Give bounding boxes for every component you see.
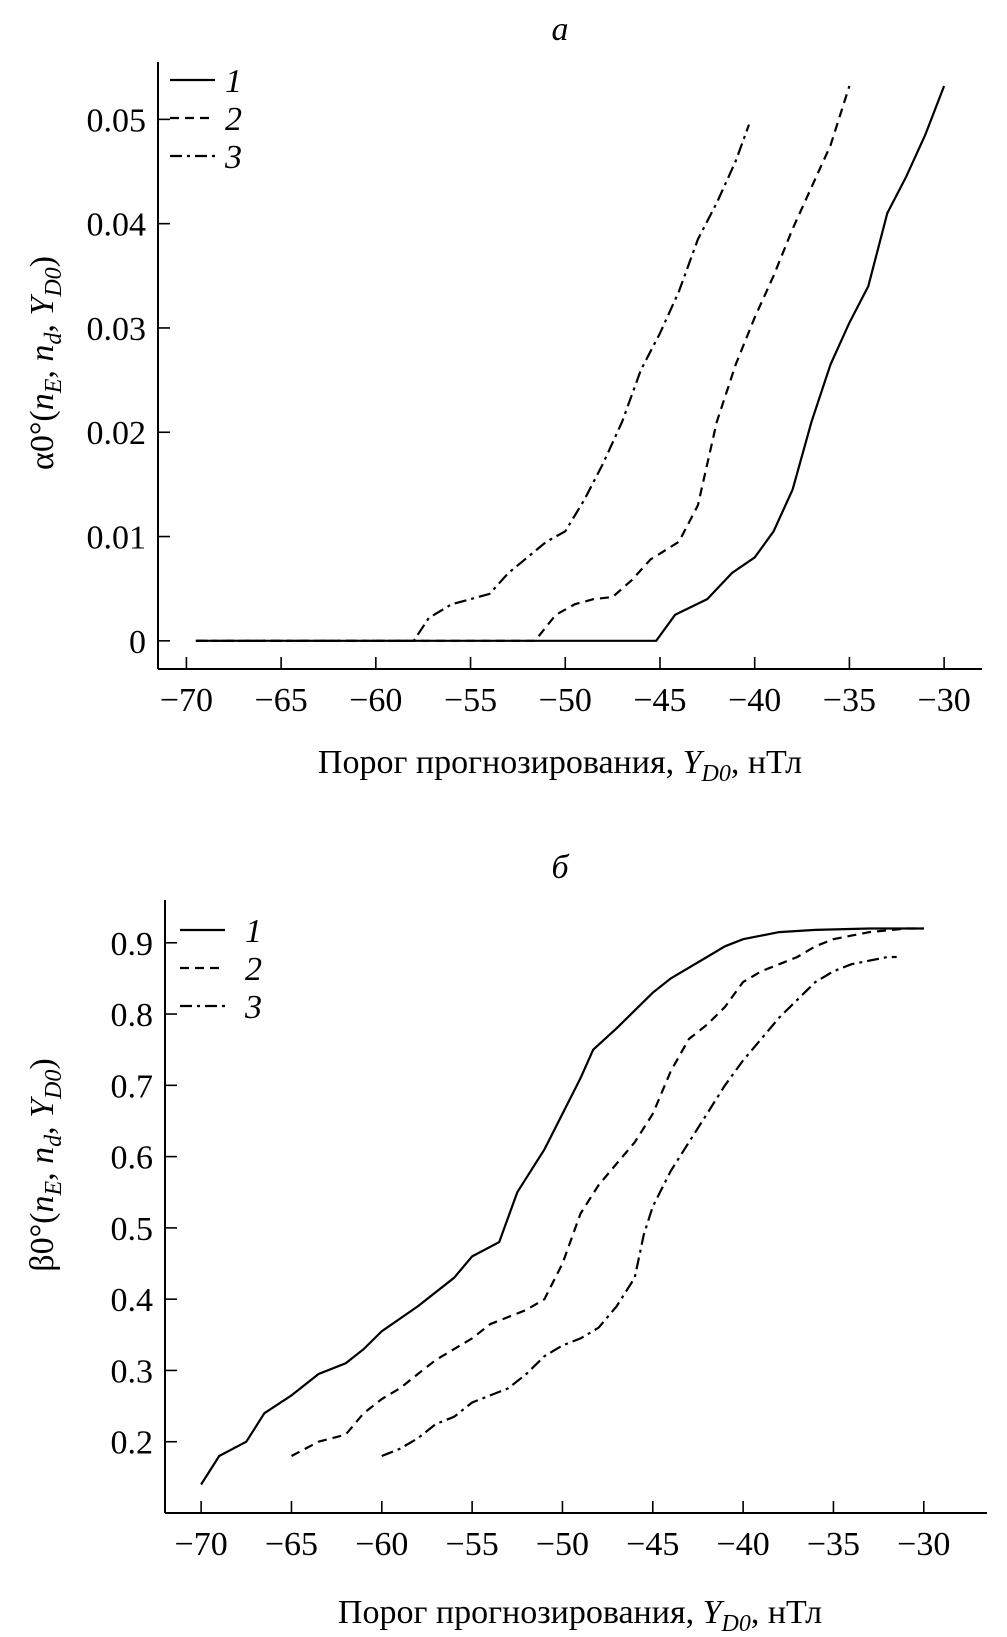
y-axis-label-b: β0°(nE, nd, YD0) [24, 1058, 67, 1271]
axes-a: −70 −65 −60 −55 −50 −45 −40 −35 −30 0 0.01 0.02 0.03… [87, 62, 982, 719]
chart-panel-a: а −70 −65 −60 −55 −50 −45 −40 −35 −30 0 0.01 0.02 0.… [24, 11, 982, 787]
y-tick-label: 0.04 [87, 207, 147, 244]
y-tick-label: 0.8 [111, 997, 154, 1034]
series-line-1 [195, 85, 946, 642]
y-tick-label: 0.2 [111, 1425, 154, 1462]
x-axis-label-b: Порог прогнозирования, YD0, нТл [338, 1594, 822, 1637]
x-tick-label: −65 [265, 1526, 318, 1563]
x-tick-label: −55 [446, 1526, 499, 1563]
x-tick-label: −30 [897, 1526, 950, 1563]
y-tick-label: 0.02 [87, 415, 147, 452]
y-tick-label: 0.3 [111, 1353, 154, 1390]
x-tick-label: −50 [539, 682, 592, 719]
y-tick-label: 0.4 [111, 1282, 154, 1319]
y-axis-label-a: α0°(nE, nd, YD0) [24, 256, 67, 470]
legend-label-1: 1 [225, 63, 242, 100]
y-tick-label: 0.9 [111, 926, 154, 963]
y-tick-label: 0.7 [111, 1068, 154, 1105]
y-tick-label: 0.6 [111, 1140, 154, 1177]
legend-label-2: 2 [245, 951, 262, 988]
curves-a [195, 85, 946, 642]
legend-label-3: 3 [224, 139, 242, 176]
x-tick-label: −40 [728, 682, 781, 719]
legend-label-3: 3 [244, 989, 262, 1026]
legend-b: 123 [180, 913, 262, 1026]
series-line-3 [195, 124, 751, 642]
x-tick-label: −30 [918, 682, 971, 719]
curves-b [200, 927, 924, 1486]
series-line-3 [381, 955, 897, 1458]
y-tick-label: 0.03 [87, 311, 147, 348]
series-line-1 [200, 927, 924, 1486]
x-tick-label: −35 [807, 1526, 860, 1563]
x-tick-label: −60 [349, 682, 402, 719]
legend-a: 123 [170, 63, 242, 176]
y-tick-label: 0.05 [87, 102, 147, 139]
x-tick-label: −35 [823, 682, 876, 719]
x-axis-label-a: Порог прогнозирования, YD0, нТл [318, 744, 802, 787]
x-tick-label: −40 [717, 1526, 770, 1563]
x-tick-label: −70 [160, 682, 213, 719]
chart-panel-b: б −70 −65 −60 −55 −50 −45 −40 −35 −30 0.2 0.3 0.4 0.… [24, 849, 987, 1637]
panel-label-b: б [551, 849, 570, 886]
legend-label-1: 1 [245, 913, 262, 950]
y-tick-label: 0 [129, 624, 146, 661]
x-tick-label: −45 [633, 682, 686, 719]
axes-b: −70 −65 −60 −55 −50 −45 −40 −35 −30 0.2 0.3 0.4 0.5 0… [111, 900, 987, 1563]
legend-label-2: 2 [225, 101, 242, 138]
x-tick-label: −60 [355, 1526, 408, 1563]
y-tick-label: 0.5 [111, 1211, 154, 1248]
x-tick-label: −65 [255, 682, 308, 719]
x-tick-label: −45 [626, 1526, 679, 1563]
x-tick-label: −55 [444, 682, 497, 719]
x-tick-label: −70 [175, 1526, 228, 1563]
panel-label-a: а [552, 11, 569, 48]
series-line-2 [195, 85, 851, 642]
x-tick-label: −50 [536, 1526, 589, 1563]
series-line-2 [290, 927, 924, 1457]
y-tick-label: 0.01 [87, 520, 147, 557]
